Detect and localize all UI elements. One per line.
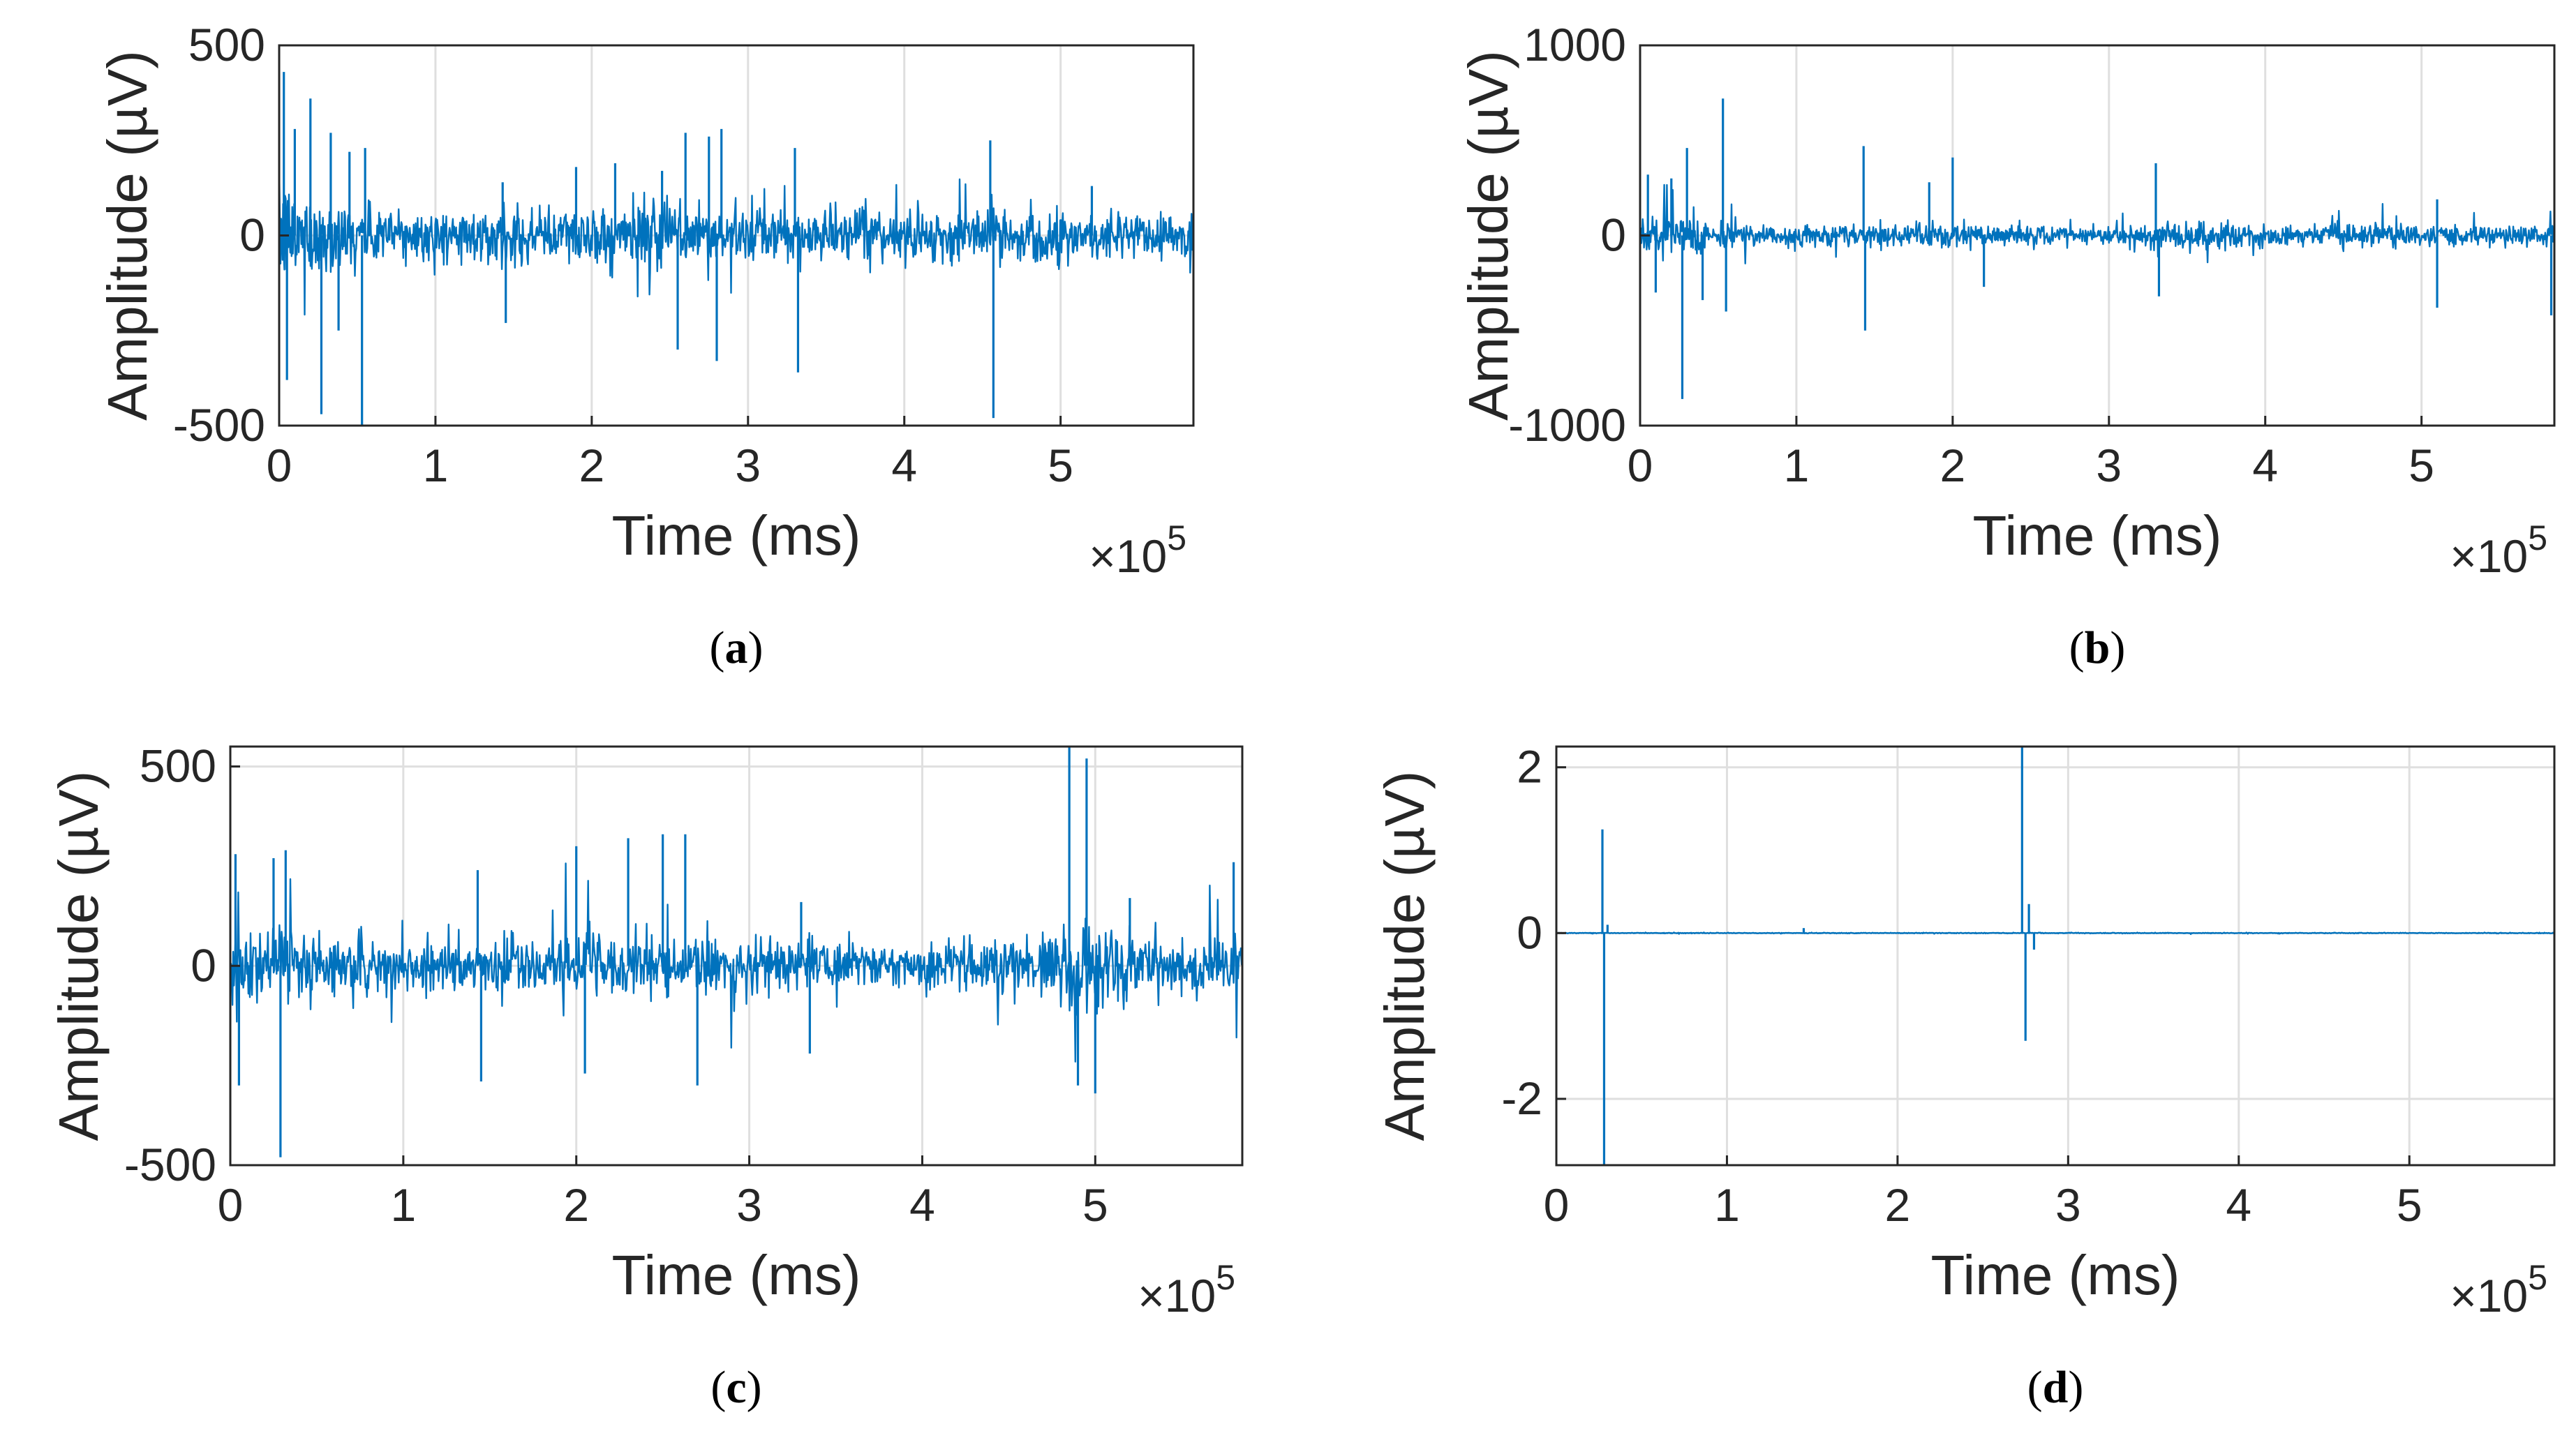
y-tick-label: 1000 bbox=[1524, 19, 1626, 70]
y-tick-label: -2 bbox=[1501, 1072, 1542, 1124]
y-axis-label: Amplitude (µV) bbox=[96, 50, 158, 421]
y-tick-label: 0 bbox=[1600, 209, 1626, 261]
x-tick-label: 4 bbox=[909, 1179, 935, 1231]
panel-caption: (c) bbox=[710, 1362, 761, 1413]
signal-trace bbox=[229, 862, 1244, 1063]
panel-caption: (d) bbox=[2027, 1362, 2084, 1413]
y-tick-label: 500 bbox=[188, 19, 265, 70]
x-tick-label: 4 bbox=[891, 440, 917, 491]
x-tick-label: 4 bbox=[2226, 1179, 2251, 1231]
x-tick-label: 1 bbox=[1784, 440, 1810, 491]
x-axis-label: Time (ms) bbox=[1931, 1244, 2180, 1306]
y-tick-label: 0 bbox=[239, 209, 265, 261]
x-axis-label: Time (ms) bbox=[612, 1244, 861, 1306]
plot-area bbox=[1556, 747, 2554, 1165]
y-tick-label: -500 bbox=[124, 1139, 216, 1190]
y-axis-label: Amplitude (µV) bbox=[47, 771, 110, 1141]
x-tick-label: 1 bbox=[1714, 1179, 1740, 1231]
x-tick-label: 5 bbox=[2397, 1179, 2422, 1231]
x-exponent-label: ×105 bbox=[2450, 518, 2547, 582]
x-tick-label: 3 bbox=[2055, 1179, 2081, 1231]
panel-caption: (b) bbox=[2069, 622, 2126, 673]
x-tick-label: 3 bbox=[736, 1179, 762, 1231]
signal-trace bbox=[1556, 931, 2555, 936]
x-exponent-label: ×105 bbox=[2450, 1258, 2547, 1321]
y-tick-label: -500 bbox=[173, 399, 265, 451]
y-tick-label: 500 bbox=[140, 740, 216, 792]
y-tick-label: 2 bbox=[1517, 741, 1542, 793]
panel-d: 0 1 2 3 4 5 -2 0 2 Time (ms) Amplitude (µV) ×105 (d) bbox=[1373, 741, 2556, 1413]
x-axis-label: Time (ms) bbox=[1973, 504, 2222, 567]
x-tick-label: 5 bbox=[1048, 440, 1073, 491]
panel-caption: (a) bbox=[710, 622, 764, 673]
x-tick-label: 2 bbox=[1940, 440, 1966, 491]
x-tick-label: 3 bbox=[2096, 440, 2122, 491]
x-tick-label: 1 bbox=[391, 1179, 417, 1231]
x-tick-label: 0 bbox=[1628, 440, 1653, 491]
x-tick-label: 1 bbox=[423, 440, 449, 491]
y-tick-label: 0 bbox=[1517, 906, 1542, 958]
axes-box bbox=[1555, 745, 2556, 1167]
y-axis-label: Amplitude (µV) bbox=[1457, 50, 1519, 421]
x-tick-label: 5 bbox=[1082, 1179, 1108, 1231]
x-exponent-label: ×105 bbox=[1138, 1258, 1235, 1321]
y-tick-label: -1000 bbox=[1508, 399, 1626, 451]
axes-box bbox=[229, 745, 1244, 1167]
x-tick-label: 2 bbox=[579, 440, 605, 491]
x-tick-label: 0 bbox=[218, 1179, 244, 1231]
y-tick-label: 0 bbox=[191, 939, 216, 991]
y-axis-label: Amplitude (µV) bbox=[1373, 771, 1436, 1141]
signal-trace bbox=[1639, 183, 2556, 264]
x-exponent-label: ×105 bbox=[1089, 518, 1186, 582]
x-tick-label: 5 bbox=[2409, 440, 2434, 491]
x-tick-label: 2 bbox=[563, 1179, 589, 1231]
x-tick-label: 0 bbox=[1544, 1179, 1570, 1231]
x-tick-label: 2 bbox=[1885, 1179, 1911, 1231]
x-tick-label: 3 bbox=[735, 440, 761, 491]
x-tick-label: 0 bbox=[267, 440, 292, 491]
x-axis-label: Time (ms) bbox=[612, 504, 861, 567]
x-tick-label: 4 bbox=[2252, 440, 2278, 491]
signal-trace bbox=[278, 165, 1195, 316]
